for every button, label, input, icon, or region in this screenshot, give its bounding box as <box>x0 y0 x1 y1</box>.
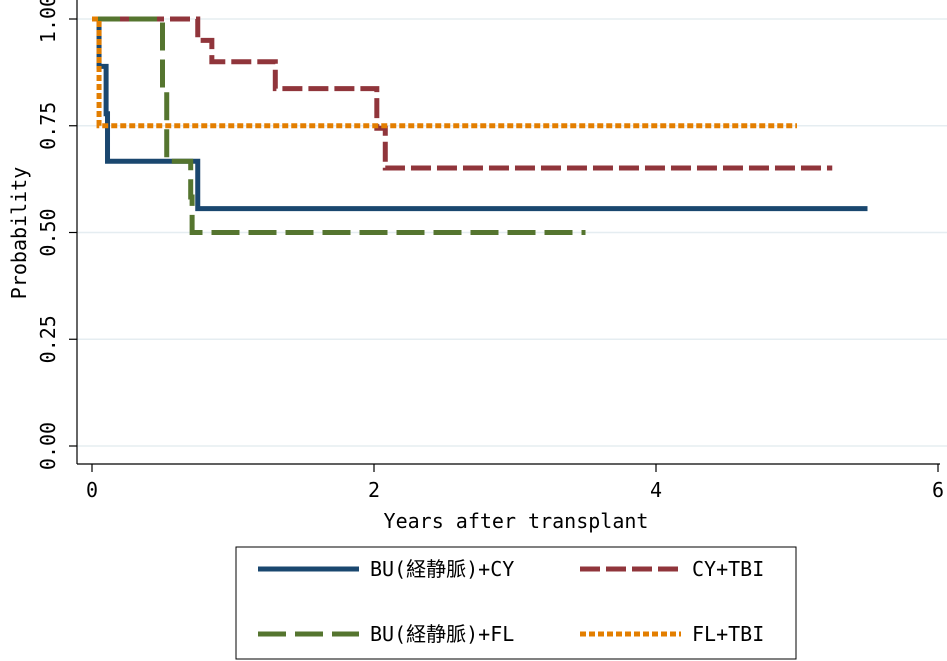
y-tick-label: 0.00 <box>36 422 60 470</box>
x-tick-label: 4 <box>650 478 662 502</box>
legend-box <box>235 546 797 660</box>
legend-label: FL+TBI <box>692 622 764 646</box>
y-axis-title: Probability <box>7 167 31 299</box>
legend-label: BU(経静脈)+CY <box>370 557 514 581</box>
y-ticks: 0.00 0.25 0.50 0.75 1.00 <box>36 0 77 470</box>
series-line-bu-cy <box>92 16 868 212</box>
x-tick-label: 6 <box>932 478 944 502</box>
y-tick-label: 0.75 <box>36 102 60 150</box>
x-ticks: 0 2 4 6 <box>86 464 944 502</box>
legend-label: BU(経静脈)+FL <box>370 622 514 646</box>
y-tick-label: 0.50 <box>36 208 60 256</box>
legend: BU(経静脈)+CY CY+TBI BU(経静脈)+FL FL+TBI <box>235 546 797 660</box>
series-lines <box>92 16 868 235</box>
series-line-cy-tbi <box>92 16 833 171</box>
x-axis-title: Years after transplant <box>384 509 649 533</box>
series-line-bu-fl <box>92 16 586 235</box>
x-tick-label: 0 <box>86 478 98 502</box>
series-line-fl-tbi <box>92 16 797 129</box>
legend-label: CY+TBI <box>692 557 764 581</box>
x-tick-label: 2 <box>368 478 380 502</box>
y-tick-label: 0.25 <box>36 315 60 363</box>
y-tick-label: 1.00 <box>36 0 60 43</box>
